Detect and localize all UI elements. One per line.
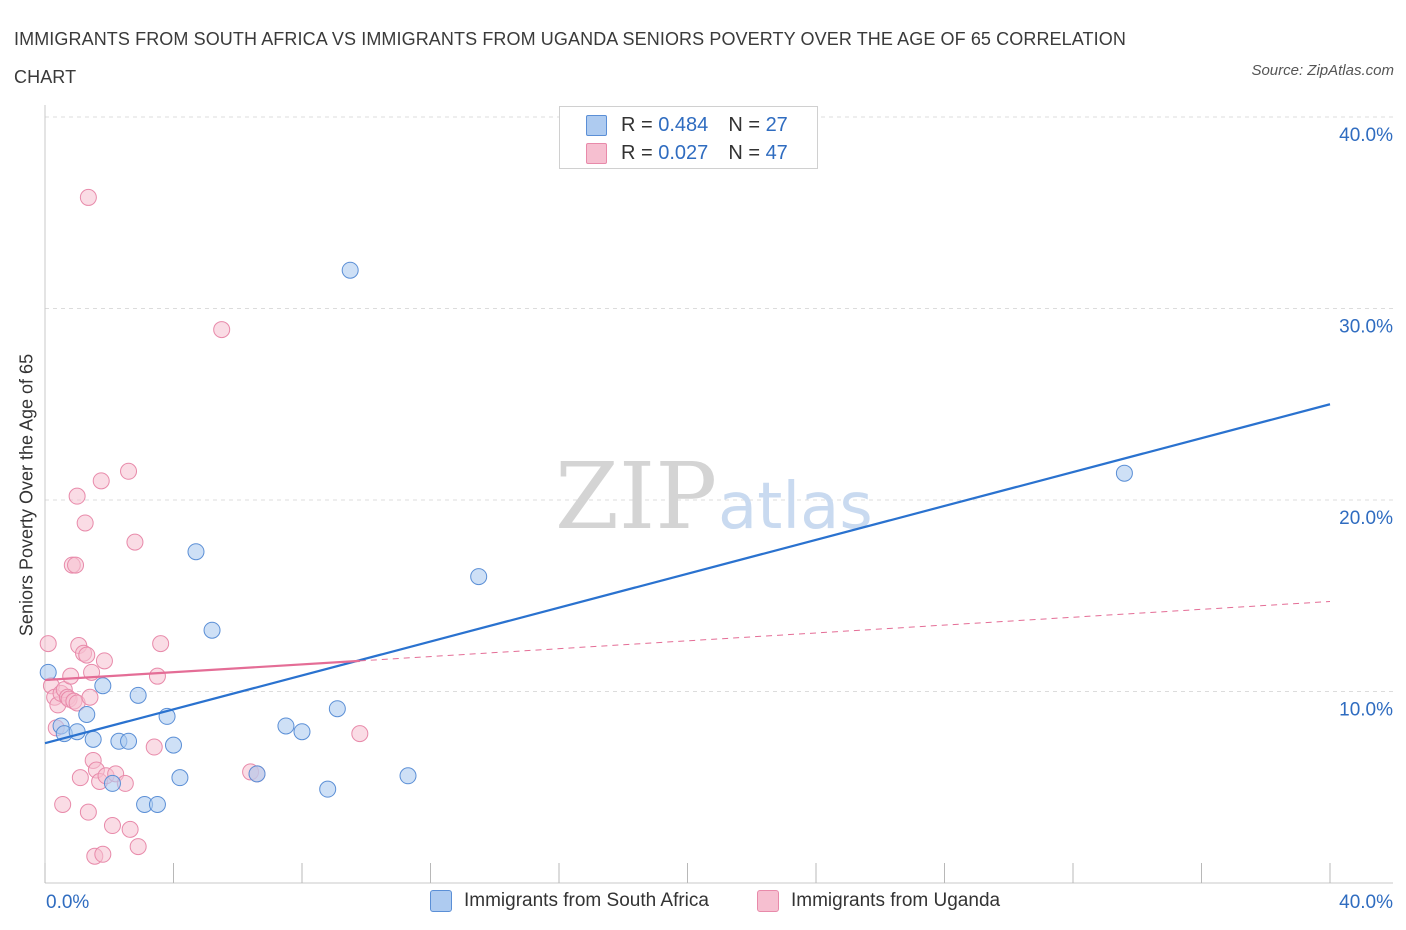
uganda-point — [92, 472, 110, 490]
correlation-legend: R = 0.484 N = 27 R = 0.027 N = 47 — [559, 106, 818, 169]
south-africa-point — [171, 769, 189, 787]
legend-swatch-uganda — [586, 142, 607, 164]
y-tick-label: 30.0% — [1339, 317, 1393, 338]
south-africa-point — [78, 705, 96, 723]
legend-swatch-south-africa — [430, 890, 452, 912]
legend-label-south-africa: Immigrants from South Africa — [464, 890, 709, 911]
uganda-point — [39, 635, 57, 653]
x-tick-label: 0.0% — [46, 892, 89, 913]
south-africa-point — [148, 795, 166, 813]
uganda-point — [78, 646, 96, 664]
chart-source: Source: ZipAtlas.com — [1251, 62, 1394, 79]
legend-item-uganda: Immigrants from Uganda — [757, 890, 1000, 912]
series-legend: Immigrants from South Africa Immigrants … — [0, 890, 1406, 916]
uganda-point — [79, 803, 97, 821]
legend-r-value: 0.027 — [658, 141, 709, 164]
legend-label-uganda: Immigrants from Uganda — [791, 890, 1001, 911]
south-africa-point — [319, 780, 337, 798]
legend-item-south-africa: Immigrants from South Africa — [430, 890, 709, 912]
south-africa-trend-line — [44, 403, 1331, 745]
legend-r-value: 0.484 — [658, 113, 709, 136]
uganda-point — [121, 820, 139, 838]
south-africa-point — [470, 568, 488, 586]
uganda-point — [103, 817, 121, 835]
uganda-point — [81, 688, 99, 706]
south-africa-point — [165, 736, 182, 754]
y-tick-label: 10.0% — [1339, 700, 1393, 721]
legend-r-label: R = — [621, 113, 653, 136]
legend-swatch-south-africa — [586, 114, 607, 136]
y-tick-label: 40.0% — [1339, 125, 1393, 146]
south-africa-point — [120, 732, 138, 750]
uganda-point — [145, 738, 163, 756]
south-africa-point — [277, 717, 295, 735]
legend-n-value: 47 — [765, 141, 788, 164]
south-africa-point — [84, 730, 102, 748]
south-africa-point — [39, 663, 57, 681]
south-africa-point — [399, 767, 417, 785]
uganda-point — [62, 667, 80, 685]
uganda-trend-line — [44, 659, 360, 682]
uganda-point — [351, 725, 369, 743]
south-africa-point — [203, 621, 221, 639]
uganda-trend-extension — [359, 600, 1331, 662]
y-axis-label: Seniors Poverty Over the Age of 65 — [16, 353, 37, 637]
uganda-point — [129, 838, 147, 856]
uganda-point — [120, 462, 138, 480]
uganda-point — [68, 487, 86, 505]
legend-swatch-uganda — [757, 890, 779, 912]
uganda-point — [94, 845, 112, 863]
south-africa-point — [293, 723, 311, 741]
uganda-point — [67, 556, 85, 574]
uganda-point — [126, 533, 144, 551]
uganda-point — [152, 635, 170, 653]
legend-row-uganda: R = 0.027 N = 47 — [586, 141, 788, 165]
legend-r-label: R = — [621, 141, 653, 164]
uganda-point — [213, 321, 231, 339]
legend-n-label: N = — [728, 113, 760, 136]
uganda-point — [54, 795, 72, 813]
watermark-zip: ZIP — [555, 443, 717, 550]
uganda-point — [71, 769, 89, 787]
watermark-atlas: atlas — [718, 470, 873, 544]
uganda-point — [79, 188, 97, 206]
chart-title: IMMIGRANTS FROM SOUTH AFRICA VS IMMIGRAN… — [14, 29, 1126, 87]
legend-row-south-africa: R = 0.484 N = 27 — [586, 113, 788, 137]
legend-n-label: N = — [728, 141, 760, 164]
south-africa-point — [129, 686, 147, 704]
south-africa-point — [103, 774, 121, 792]
south-africa-point — [248, 765, 266, 783]
south-africa-point — [328, 700, 346, 718]
y-tick-label: 20.0% — [1339, 508, 1393, 529]
south-africa-point — [94, 677, 112, 695]
x-tick-label: 40.0% — [1339, 892, 1393, 913]
south-africa-point — [341, 261, 359, 279]
legend-n-value: 27 — [765, 113, 788, 136]
south-africa-point — [187, 543, 205, 561]
south-africa-point — [1115, 464, 1133, 482]
uganda-point — [76, 514, 94, 532]
uganda-point — [95, 652, 113, 670]
uganda-point — [148, 667, 166, 685]
